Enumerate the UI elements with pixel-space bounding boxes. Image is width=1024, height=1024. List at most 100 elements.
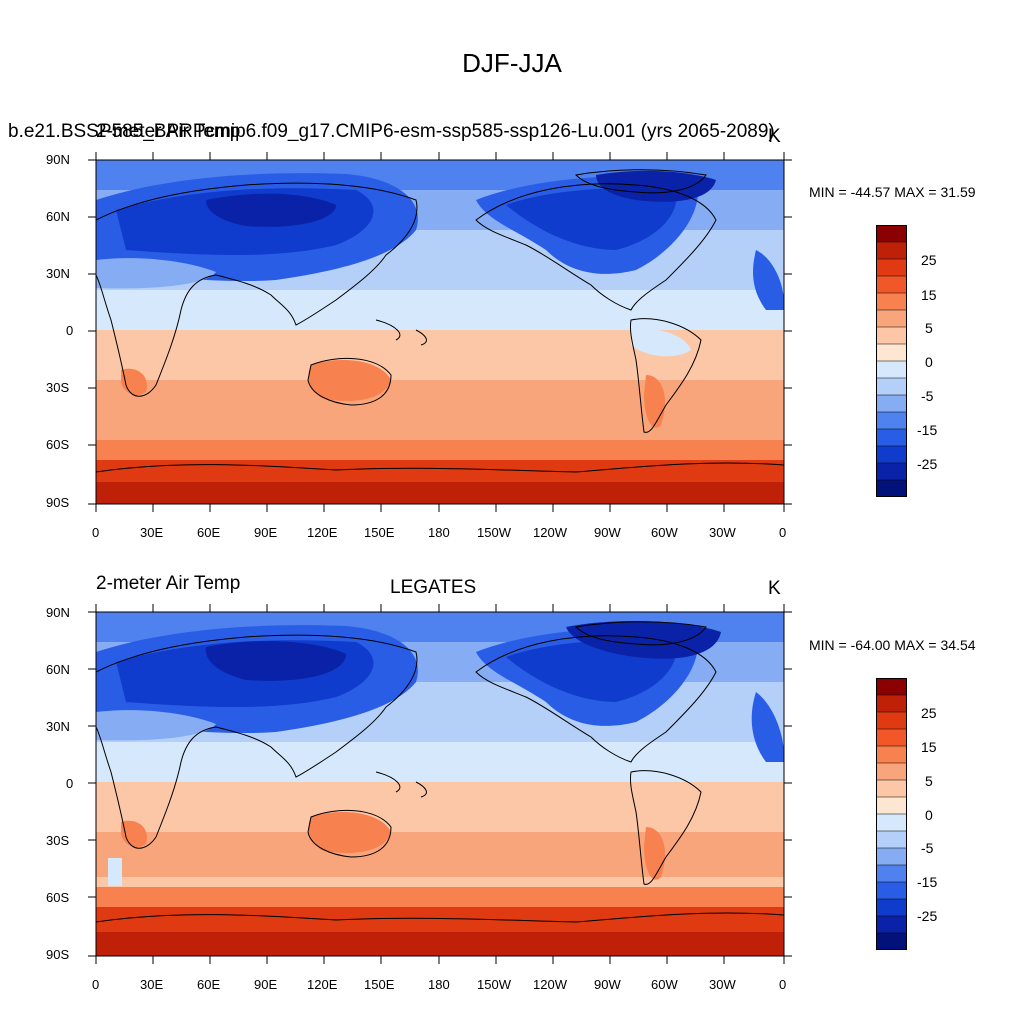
colorbar-swatch [876, 865, 907, 883]
figure-title: DJF-JJA [462, 48, 562, 78]
colorbar-swatch [876, 746, 907, 764]
panel1-colorbar-label: 25 [921, 252, 937, 268]
panel1-lon-label: 180 [428, 525, 450, 540]
panel1-lat-label: 90N [46, 152, 70, 167]
panel1-lon-label: 120E [307, 525, 338, 540]
panel2-map [96, 612, 784, 956]
panel2-colorbar-label: -15 [917, 874, 938, 890]
panel1-colorbar-label: -15 [917, 422, 938, 438]
panel1-lon-label: 30W [709, 525, 736, 540]
colorbar-border [876, 225, 907, 497]
panel1-lon-label: 0 [92, 525, 100, 540]
panel2-lat-label: 90N [46, 605, 70, 620]
colorbar-swatch [876, 344, 907, 362]
panel2-colorbar-label: 5 [925, 773, 933, 789]
panel1-lon-label: 0 [779, 525, 787, 540]
panel2-min-max: MIN = -64.00 MAX = 34.54 [809, 637, 976, 653]
panel1-colorbar [876, 225, 907, 498]
panel1-center-label: b.e21.BSSP585_BPRPcmip6.f09_g17.CMIP6-es… [8, 121, 775, 142]
panel2-lon-label: 150E [364, 977, 395, 992]
panel2-lon-label: 120E [307, 977, 338, 992]
panel1-frame [88, 152, 792, 512]
colorbar-swatch [876, 814, 907, 832]
colorbar-swatch [876, 899, 907, 917]
colorbar-swatch [876, 831, 907, 849]
colorbar-swatch [876, 678, 907, 696]
panel2-lat-label: 60S [46, 890, 70, 905]
panel2-colorbar-label: -5 [921, 840, 934, 856]
panel2-lon-label: 0 [779, 977, 787, 992]
panel2-colorbar-label: 25 [921, 705, 937, 721]
colorbar-swatch [876, 259, 907, 277]
panel2-lon-label: 60E [197, 977, 221, 992]
panel2-left-label: 2-meter Air Temp [96, 573, 241, 594]
colorbar-swatch [876, 916, 907, 934]
panel2-lat-label: 0 [66, 776, 74, 791]
colorbar-swatch [876, 712, 907, 730]
colorbar-border [876, 678, 907, 950]
colorbar-swatch [876, 378, 907, 396]
panel1-lat-label: 60N [46, 209, 70, 224]
colorbar-swatch [876, 242, 907, 260]
panel1-colorbar-label: 15 [921, 287, 937, 303]
colorbar-swatch [876, 361, 907, 379]
colorbar-swatch [876, 327, 907, 345]
colorbar-swatch [876, 276, 907, 294]
colorbar-swatch [876, 780, 907, 798]
panel1-map [96, 160, 784, 504]
panel1-lon-label: 90W [594, 525, 621, 540]
colorbar-swatch [876, 429, 907, 447]
panel1-lon-label: 60E [197, 525, 221, 540]
panel1-units-label: K [768, 126, 781, 147]
colorbar-swatch [876, 729, 907, 747]
panel2-units-label: K [768, 578, 781, 599]
panel2-lon-label: 0 [92, 977, 100, 992]
colorbar-swatch [876, 797, 907, 815]
panel1-lat-label: 60S [46, 437, 70, 452]
colorbar-swatch [876, 446, 907, 464]
panel1-lon-label: 60W [651, 525, 678, 540]
panel1-lon-label: 150W [477, 525, 511, 540]
panel2-lon-label: 120W [533, 977, 567, 992]
panel1-colorbar-label: 5 [925, 320, 933, 336]
colorbar-swatch [876, 225, 907, 243]
panel1-min-max: MIN = -44.57 MAX = 31.59 [809, 184, 976, 200]
colorbar-swatch [876, 695, 907, 713]
panel2-lon-label: 30E [140, 977, 164, 992]
panel2-lon-label: 90E [254, 977, 278, 992]
colorbar-swatch [876, 412, 907, 430]
panel2-lon-label: 180 [428, 977, 450, 992]
panel2-lon-label: 90W [594, 977, 621, 992]
panel2-lon-label: 150W [477, 977, 511, 992]
panel1-colorbar-label: 0 [925, 354, 933, 370]
panel2-colorbar-label: -25 [917, 908, 938, 924]
panel2-colorbar-label: 15 [921, 739, 937, 755]
panel2-lat-label: 30N [46, 719, 70, 734]
colorbar-swatch [876, 310, 907, 328]
panel1-lon-label: 90E [254, 525, 278, 540]
panel2-colorbar [876, 678, 907, 951]
colorbar-swatch [876, 293, 907, 311]
panel2-lat-label: 90S [46, 947, 70, 962]
colorbar-swatch [876, 463, 907, 481]
colorbar-swatch [876, 882, 907, 900]
panel2-lat-label: 60N [46, 662, 70, 677]
panel1-lat-label: 90S [46, 495, 70, 510]
colorbar-swatch [876, 480, 907, 498]
panel1-colorbar-label: -25 [917, 456, 938, 472]
panel1-lat-label: 30S [46, 380, 70, 395]
panel1-colorbar-label: -5 [921, 388, 934, 404]
colorbar-swatch [876, 395, 907, 413]
panel1-lon-label: 150E [364, 525, 395, 540]
panel2-lon-label: 30W [709, 977, 736, 992]
panel2-lat-label: 30S [46, 833, 70, 848]
panel2-frame [88, 604, 792, 964]
panel1-lon-label: 30E [140, 525, 164, 540]
panel1-lat-label: 30N [46, 266, 70, 281]
panel2-colorbar-label: 0 [925, 807, 933, 823]
panel2-lon-label: 60W [651, 977, 678, 992]
colorbar-swatch [876, 848, 907, 866]
panel1-left-label: 2-meter Air Temp [96, 121, 241, 142]
panel1-lon-label: 120W [533, 525, 567, 540]
panel2-center-label: LEGATES [390, 577, 477, 598]
